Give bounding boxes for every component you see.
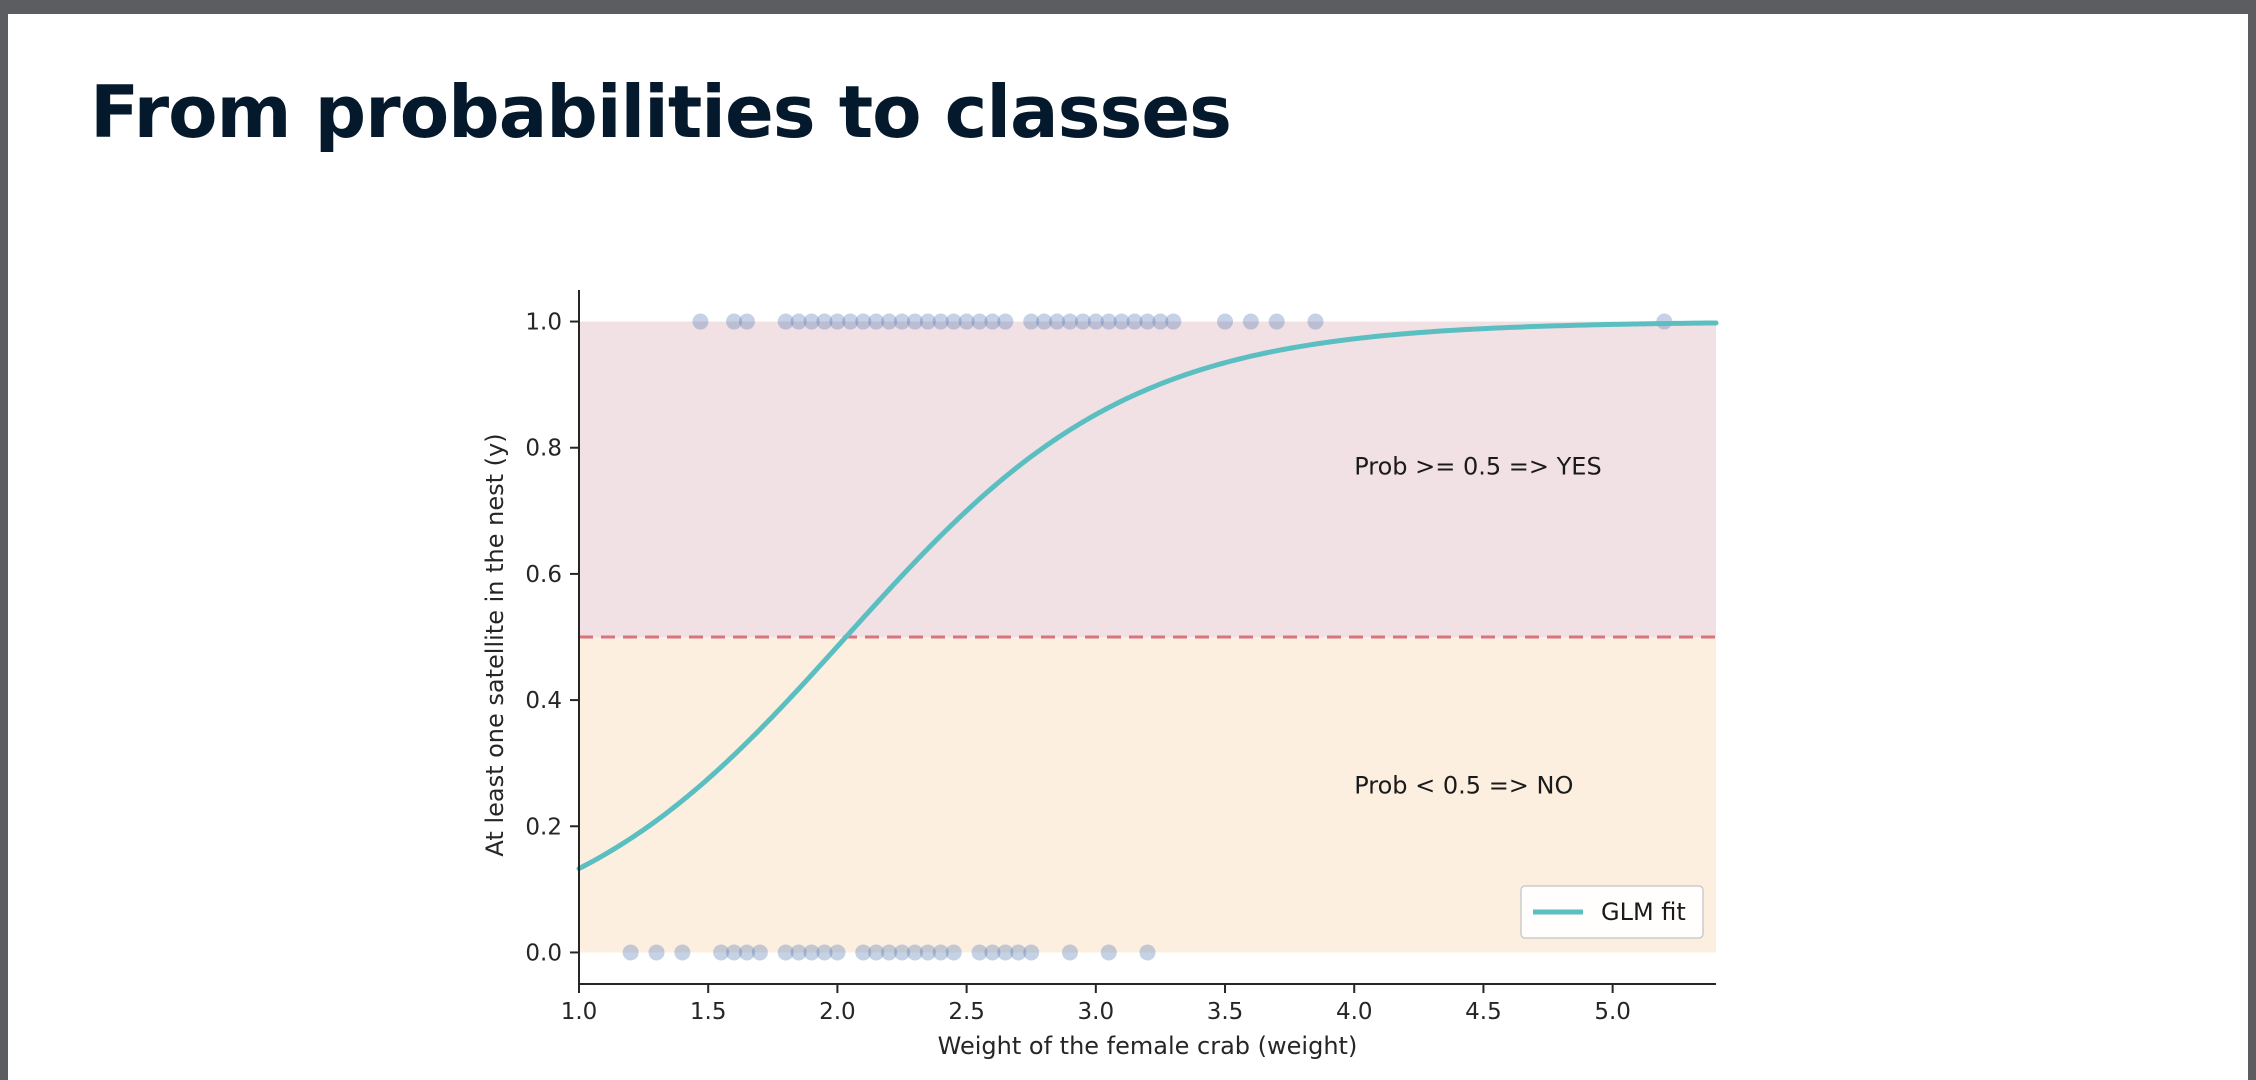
data-point-y0 xyxy=(971,944,988,961)
points-layer xyxy=(622,313,1673,961)
data-point-y0 xyxy=(1100,944,1117,961)
x-tick-label: 2.0 xyxy=(819,999,856,1025)
data-point-y0 xyxy=(648,944,665,961)
no-annotation: Prob < 0.5 => NO xyxy=(1354,771,1573,799)
y-axis-label: At least one satellite in the nest (y) xyxy=(481,433,509,856)
data-point-y1 xyxy=(692,313,709,330)
data-point-y0 xyxy=(816,944,833,961)
data-point-y1 xyxy=(726,313,743,330)
data-point-y0 xyxy=(726,944,743,961)
data-point-y1 xyxy=(894,313,911,330)
y-tick-label: 0.0 xyxy=(525,940,562,966)
yes-region xyxy=(579,321,1716,637)
data-point-y0 xyxy=(1023,944,1040,961)
data-point-y1 xyxy=(1049,313,1066,330)
data-point-y0 xyxy=(1139,944,1156,961)
y-tick-label: 0.4 xyxy=(525,688,562,714)
data-point-y1 xyxy=(855,313,872,330)
x-tick-label: 2.5 xyxy=(948,999,985,1025)
y-tick-label: 0.6 xyxy=(525,562,562,588)
data-point-y1 xyxy=(1036,313,1053,330)
data-point-y1 xyxy=(1242,313,1259,330)
slide-title: From probabilities to classes xyxy=(90,70,1232,154)
data-point-y0 xyxy=(713,944,730,961)
data-point-y1 xyxy=(1087,313,1104,330)
axes-layer: 1.0 1.5 2.0 2.5 3.0 3.5 4.0 4.5 5.0 0.0 0.2 0.4 0.6 0… xyxy=(481,290,1716,1060)
data-point-y0 xyxy=(803,944,820,961)
data-point-y1 xyxy=(842,313,859,330)
annotation-layer: Prob >= 0.5 => YES Prob < 0.5 => NO xyxy=(1354,453,1602,800)
data-point-y1 xyxy=(984,313,1001,330)
data-point-y1 xyxy=(1061,313,1078,330)
data-point-y0 xyxy=(674,944,691,961)
y-tick-label: 0.8 xyxy=(525,436,562,462)
data-point-y0 xyxy=(855,944,872,961)
data-point-y1 xyxy=(881,313,898,330)
data-point-y1 xyxy=(738,313,755,330)
data-point-y1 xyxy=(1074,313,1091,330)
x-tick-label: 3.0 xyxy=(1078,999,1115,1025)
legend-label: GLM fit xyxy=(1601,898,1686,926)
data-point-y0 xyxy=(906,944,923,961)
data-point-y1 xyxy=(868,313,885,330)
data-point-y1 xyxy=(777,313,794,330)
x-tick-label: 1.0 xyxy=(561,999,598,1025)
data-point-y1 xyxy=(932,313,949,330)
region-layer xyxy=(579,321,1716,953)
data-point-y1 xyxy=(997,313,1014,330)
data-point-y0 xyxy=(829,944,846,961)
x-tick-label: 5.0 xyxy=(1594,999,1631,1025)
data-point-y0 xyxy=(997,944,1014,961)
y-tick-label: 1.0 xyxy=(525,310,562,336)
x-axis-label: Weight of the female crab (weight) xyxy=(938,1032,1358,1060)
data-point-y1 xyxy=(919,313,936,330)
legend-box xyxy=(1520,885,1704,939)
data-point-y0 xyxy=(868,944,885,961)
curve-layer xyxy=(576,320,1719,872)
yes-annotation: Prob >= 0.5 => YES xyxy=(1354,453,1602,481)
data-point-y1 xyxy=(803,313,820,330)
data-point-y0 xyxy=(894,944,911,961)
x-tick-label: 4.5 xyxy=(1465,999,1502,1025)
data-point-y0 xyxy=(945,944,962,961)
data-point-y0 xyxy=(932,944,949,961)
data-point-y1 xyxy=(906,313,923,330)
data-point-y1 xyxy=(1126,313,1143,330)
data-point-y1 xyxy=(1307,313,1324,330)
x-tick-label: 1.5 xyxy=(690,999,727,1025)
data-point-y0 xyxy=(1010,944,1027,961)
data-point-y1 xyxy=(816,313,833,330)
data-point-y1 xyxy=(1023,313,1040,330)
data-point-y1 xyxy=(1152,313,1169,330)
legend: GLM fit xyxy=(1520,885,1704,939)
data-point-y0 xyxy=(984,944,1001,961)
data-point-y1 xyxy=(1217,313,1234,330)
data-point-y1 xyxy=(945,313,962,330)
data-point-y0 xyxy=(881,944,898,961)
x-tick-label: 4.0 xyxy=(1336,999,1373,1025)
glm-fit-line xyxy=(576,320,1719,872)
data-point-y1 xyxy=(829,313,846,330)
data-point-y0 xyxy=(738,944,755,961)
data-point-y0 xyxy=(790,944,807,961)
data-point-y0 xyxy=(777,944,794,961)
data-point-y1 xyxy=(958,313,975,330)
y-tick-label: 0.2 xyxy=(525,814,562,840)
data-point-y1 xyxy=(1100,313,1117,330)
x-tick-label: 3.5 xyxy=(1207,999,1244,1025)
data-point-y1 xyxy=(1113,313,1130,330)
data-point-y1 xyxy=(790,313,807,330)
data-point-y0 xyxy=(622,944,639,961)
data-point-y1 xyxy=(1268,313,1285,330)
data-point-y0 xyxy=(919,944,936,961)
data-point-y1 xyxy=(1165,313,1182,330)
data-point-y0 xyxy=(1061,944,1078,961)
data-point-y1 xyxy=(971,313,988,330)
data-point-y1 xyxy=(1139,313,1156,330)
data-point-y0 xyxy=(751,944,768,961)
